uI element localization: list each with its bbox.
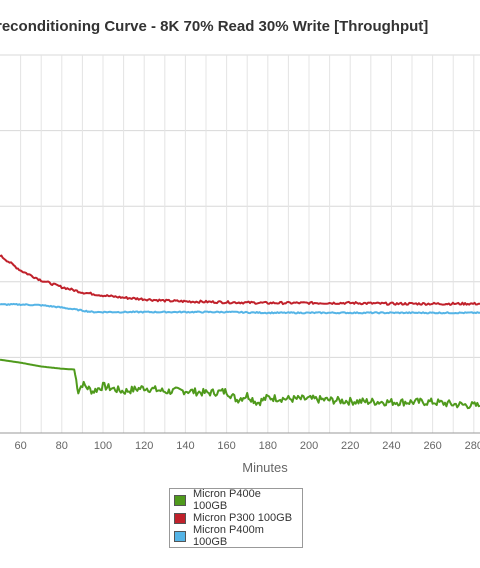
series-line	[0, 302, 480, 315]
x-tick-label: 60	[14, 440, 26, 452]
x-tick-label: 280	[465, 440, 480, 452]
legend-swatch-p400e	[174, 494, 186, 506]
series-lines	[0, 254, 480, 410]
x-tick-label: 260	[423, 440, 441, 452]
legend: Micron P400e 100GB Micron P300 100GB Mic…	[169, 488, 303, 548]
legend-label: Micron P400e 100GB	[193, 488, 261, 512]
grid-lines	[0, 54, 480, 434]
legend-swatch-p300	[174, 512, 186, 524]
series-line	[0, 358, 480, 410]
series-line	[0, 254, 480, 306]
legend-item[interactable]: Micron P400m 100GB	[174, 524, 298, 548]
x-axis-title: Minutes	[242, 460, 288, 475]
x-tick-label: 120	[135, 440, 153, 452]
legend-item[interactable]: Micron P300 100GB	[174, 509, 298, 527]
x-tick-labels: 60 80 100 120 140 160 180 200 220 240 260 280	[14, 440, 480, 452]
x-tick-label: 220	[341, 440, 359, 452]
legend-item[interactable]: Micron P400e 100GB	[174, 488, 298, 512]
legend-label: Micron P300 100GB	[193, 512, 293, 524]
legend-swatch-p400m	[174, 530, 186, 542]
x-tick-label: 200	[300, 440, 318, 452]
x-tick-label: 80	[56, 440, 68, 452]
chart-title: Preconditioning Curve - 8K 70% Read 30% …	[0, 18, 429, 35]
x-tick-label: 160	[217, 440, 235, 452]
x-tick-label: 180	[259, 440, 277, 452]
x-tick-label: 240	[382, 440, 400, 452]
legend-label: Micron P400m 100GB	[193, 524, 264, 548]
x-tick-label: 140	[176, 440, 194, 452]
x-tick-label: 100	[94, 440, 112, 452]
